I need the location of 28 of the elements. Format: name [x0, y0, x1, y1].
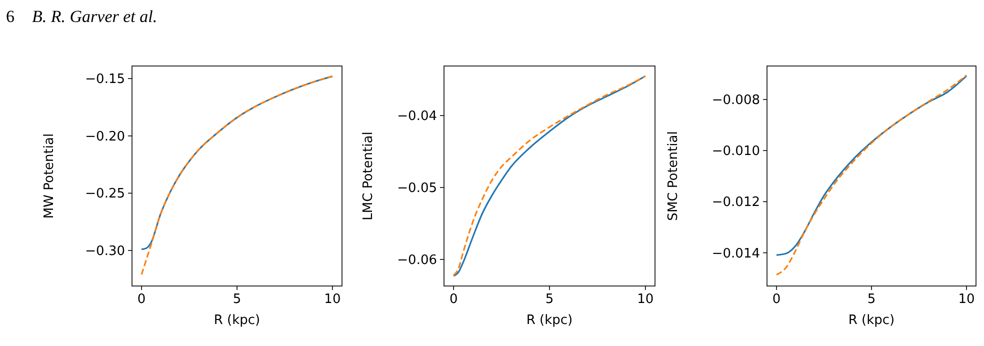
y-tick-label: −0.25 — [85, 186, 125, 202]
x-tick-label: 5 — [545, 292, 554, 307]
y-tick-label: −0.008 — [712, 93, 760, 108]
x-tick-label: 5 — [867, 292, 876, 307]
y-tick-label: −0.06 — [397, 252, 437, 268]
x-axis-title: R (kpc) — [848, 313, 895, 328]
x-tick-label: 0 — [449, 292, 458, 307]
y-tick-label: −0.04 — [397, 109, 437, 124]
y-tick-label: −0.05 — [397, 181, 437, 196]
text: B. R. Garver et al. — [32, 7, 158, 26]
y-tick-label: −0.012 — [712, 195, 760, 210]
x-axis-title: R (kpc) — [214, 313, 260, 328]
x-tick-label: 0 — [137, 292, 146, 307]
text: 6 — [6, 7, 14, 26]
x-tick-label: 0 — [772, 292, 781, 307]
y-axis-title: SMC Potential — [666, 131, 681, 221]
x-tick-label: 10 — [637, 292, 654, 307]
y-tick-label: −0.014 — [712, 246, 760, 262]
x-tick-label: 10 — [958, 292, 975, 307]
x-tick-label: 10 — [324, 292, 341, 307]
y-tick-label: −0.15 — [85, 72, 125, 88]
y-tick-label: −0.20 — [85, 129, 125, 144]
y-tick-label: −0.010 — [712, 144, 760, 160]
y-axis-title: MW Potential — [42, 133, 57, 219]
x-axis-title: R (kpc) — [526, 313, 573, 328]
x-tick-label: 5 — [232, 292, 242, 307]
y-tick-label: −0.30 — [85, 244, 125, 260]
y-axis-title: LMC Potential — [361, 132, 376, 220]
